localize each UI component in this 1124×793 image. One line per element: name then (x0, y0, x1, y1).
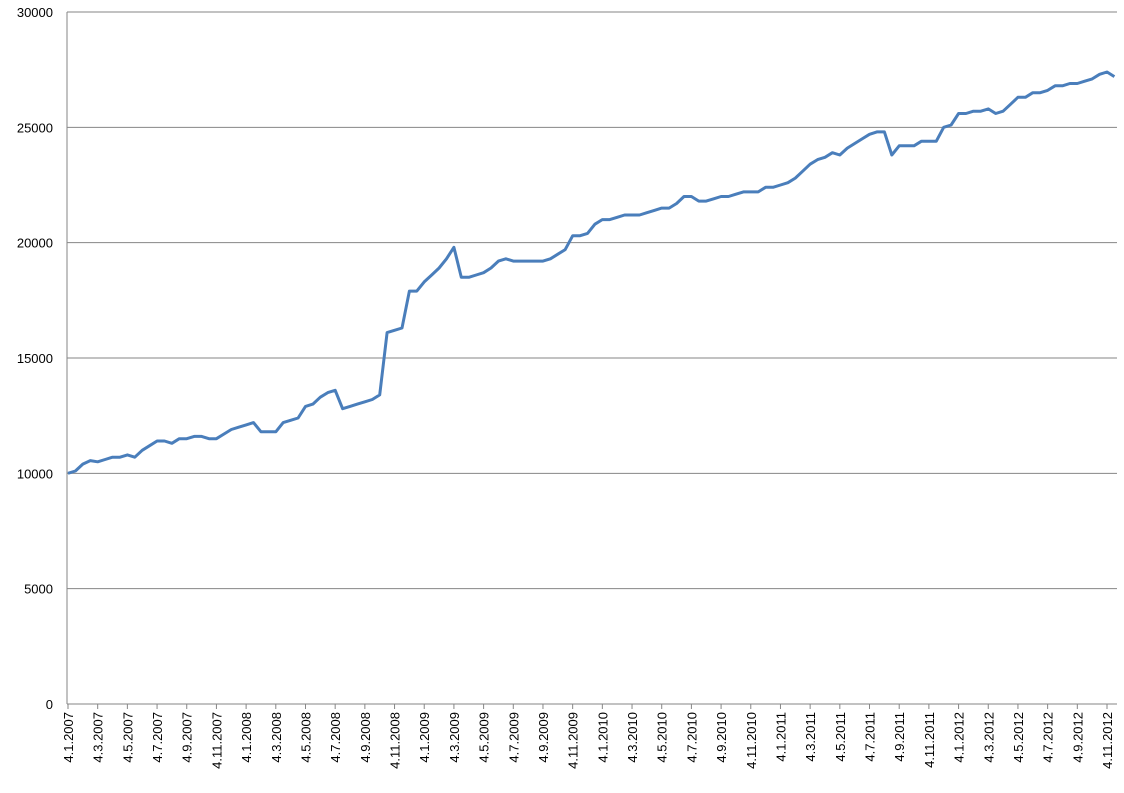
x-tick-label: 4.7.2010 (684, 712, 699, 763)
x-tick-label: 4.3.2010 (625, 712, 640, 763)
x-tick-label: 4.3.2012 (981, 712, 996, 763)
x-tick-label: 4.3.2008 (269, 712, 284, 763)
x-tick-label: 4.1.2010 (595, 712, 610, 763)
x-tick-label: 4.1.2012 (952, 712, 967, 763)
x-tick-label: 4.3.2009 (447, 712, 462, 763)
y-tick-label: 5000 (24, 582, 53, 597)
y-tick-label: 10000 (17, 466, 53, 481)
x-tick-label: 4.1.2007 (61, 712, 76, 763)
x-tick-label: 4.11.2008 (388, 712, 403, 769)
x-tick-label: 4.9.2011 (892, 712, 907, 762)
x-tick-label: 4.3.2011 (803, 712, 818, 762)
x-tick-label: 4.5.2012 (1011, 712, 1026, 763)
x-tick-label: 4.5.2009 (477, 712, 492, 763)
y-tick-label: 30000 (17, 5, 53, 20)
x-tick-label: 4.9.2007 (180, 712, 195, 763)
x-tick-label: 4.11.2010 (744, 712, 759, 769)
x-tick-label: 4.7.2007 (150, 712, 165, 763)
x-tick-label: 4.9.2010 (714, 712, 729, 763)
x-tick-label: 4.5.2010 (655, 712, 670, 763)
x-tick-label: 4.1.2011 (773, 712, 788, 762)
x-tick-label: 4.7.2009 (506, 712, 521, 763)
x-tick-label: 4.11.2012 (1100, 712, 1115, 769)
x-tick-label: 4.1.2009 (417, 712, 432, 763)
x-tick-label: 4.5.2007 (120, 712, 135, 763)
x-tick-label: 4.11.2011 (922, 712, 937, 768)
x-tick-label: 4.9.2012 (1070, 712, 1085, 763)
x-tick-label: 4.7.2008 (328, 712, 343, 763)
line-series (67, 70, 1116, 475)
y-tick-label: 25000 (17, 120, 53, 135)
y-tick-label: 15000 (17, 351, 53, 366)
x-tick-label: 4.11.2007 (209, 712, 224, 769)
y-tick-label: 20000 (17, 236, 53, 251)
x-tick-label: 4.1.2008 (239, 712, 254, 763)
x-tick-label: 4.7.2012 (1041, 712, 1056, 763)
x-tick-label: 4.9.2008 (358, 712, 373, 763)
x-tick-label: 4.3.2007 (91, 712, 106, 763)
x-tick-label: 4.5.2011 (833, 712, 848, 762)
x-tick-label: 4.7.2011 (863, 712, 878, 762)
x-tick-label: 4.5.2008 (298, 712, 313, 763)
y-tick-label: 0 (46, 697, 53, 712)
x-tick-label: 4.11.2009 (566, 712, 581, 769)
x-tick-label: 4.9.2009 (536, 712, 551, 763)
